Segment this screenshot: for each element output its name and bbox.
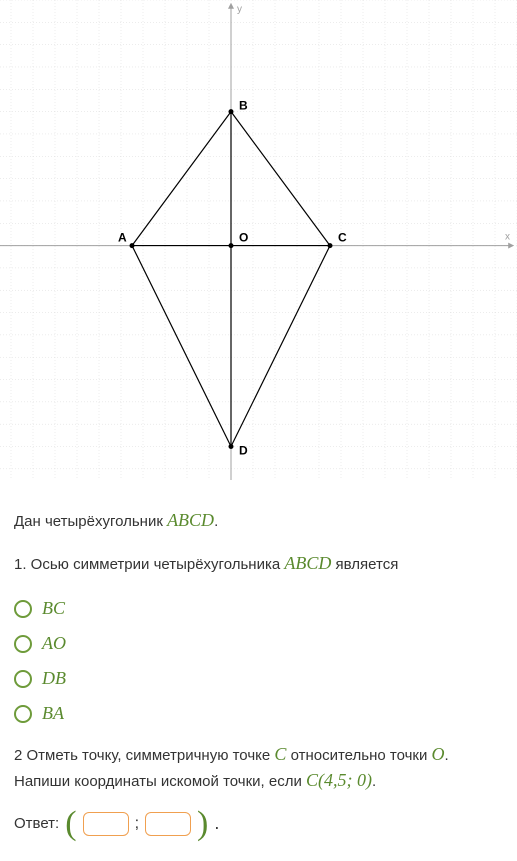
var-c: C — [274, 744, 286, 764]
option-bc[interactable]: BC — [14, 598, 503, 619]
question-1: 1. Осью симметрии четырёхугольника ABCD … — [14, 551, 503, 576]
option-label: BC — [42, 598, 65, 619]
option-label: BA — [42, 703, 64, 724]
radio-icon — [14, 635, 32, 653]
q2-part1: 2 Отметь точку, симметричную точке — [14, 747, 274, 764]
svg-text:A: A — [118, 231, 127, 245]
option-label: AO — [42, 633, 66, 654]
option-ao[interactable]: AO — [14, 633, 503, 654]
q2-part2: относительно точки — [286, 747, 431, 764]
question-2: 2 Отметь точку, симметричную точке C отн… — [14, 742, 503, 792]
answer-x-input[interactable] — [83, 812, 129, 836]
var-o: O — [432, 744, 445, 764]
radio-icon — [14, 670, 32, 688]
q1-prefix: 1. Осью симметрии четырёхугольника — [14, 556, 284, 573]
given-statement: Дан четырёхугольник ABCD. — [14, 508, 503, 533]
radio-icon — [14, 600, 32, 618]
option-ba[interactable]: BA — [14, 703, 503, 724]
svg-text:x: x — [505, 232, 510, 243]
svg-text:D: D — [239, 444, 248, 458]
var-abcd-2: ABCD — [284, 553, 331, 573]
paren-open-icon: ( — [65, 807, 76, 841]
q1-suffix: является — [331, 556, 398, 573]
answer-label: Ответ: — [14, 815, 59, 832]
svg-text:y: y — [237, 4, 242, 15]
coordinate-graph: x y A B C D O — [0, 0, 517, 480]
answer-y-input[interactable] — [145, 812, 191, 836]
var-abcd: ABCD — [167, 510, 214, 530]
content-area: Дан четырёхугольник ABCD. 1. Осью симмет… — [0, 480, 517, 861]
options-list: BC AO DB BA — [14, 598, 503, 724]
semicolon: ; — [135, 815, 139, 833]
answer-line: Ответ: ( ; ) . — [14, 807, 503, 841]
coord-c: C(4,5; 0) — [306, 770, 372, 790]
option-db[interactable]: DB — [14, 668, 503, 689]
svg-text:B: B — [239, 99, 248, 113]
svg-text:C: C — [338, 231, 347, 245]
period: . — [214, 813, 219, 834]
paren-close-icon: ) — [197, 807, 208, 841]
svg-text:O: O — [239, 231, 248, 245]
option-label: DB — [42, 668, 66, 689]
given-text: Дан четырёхугольник — [14, 513, 167, 530]
radio-icon — [14, 705, 32, 723]
